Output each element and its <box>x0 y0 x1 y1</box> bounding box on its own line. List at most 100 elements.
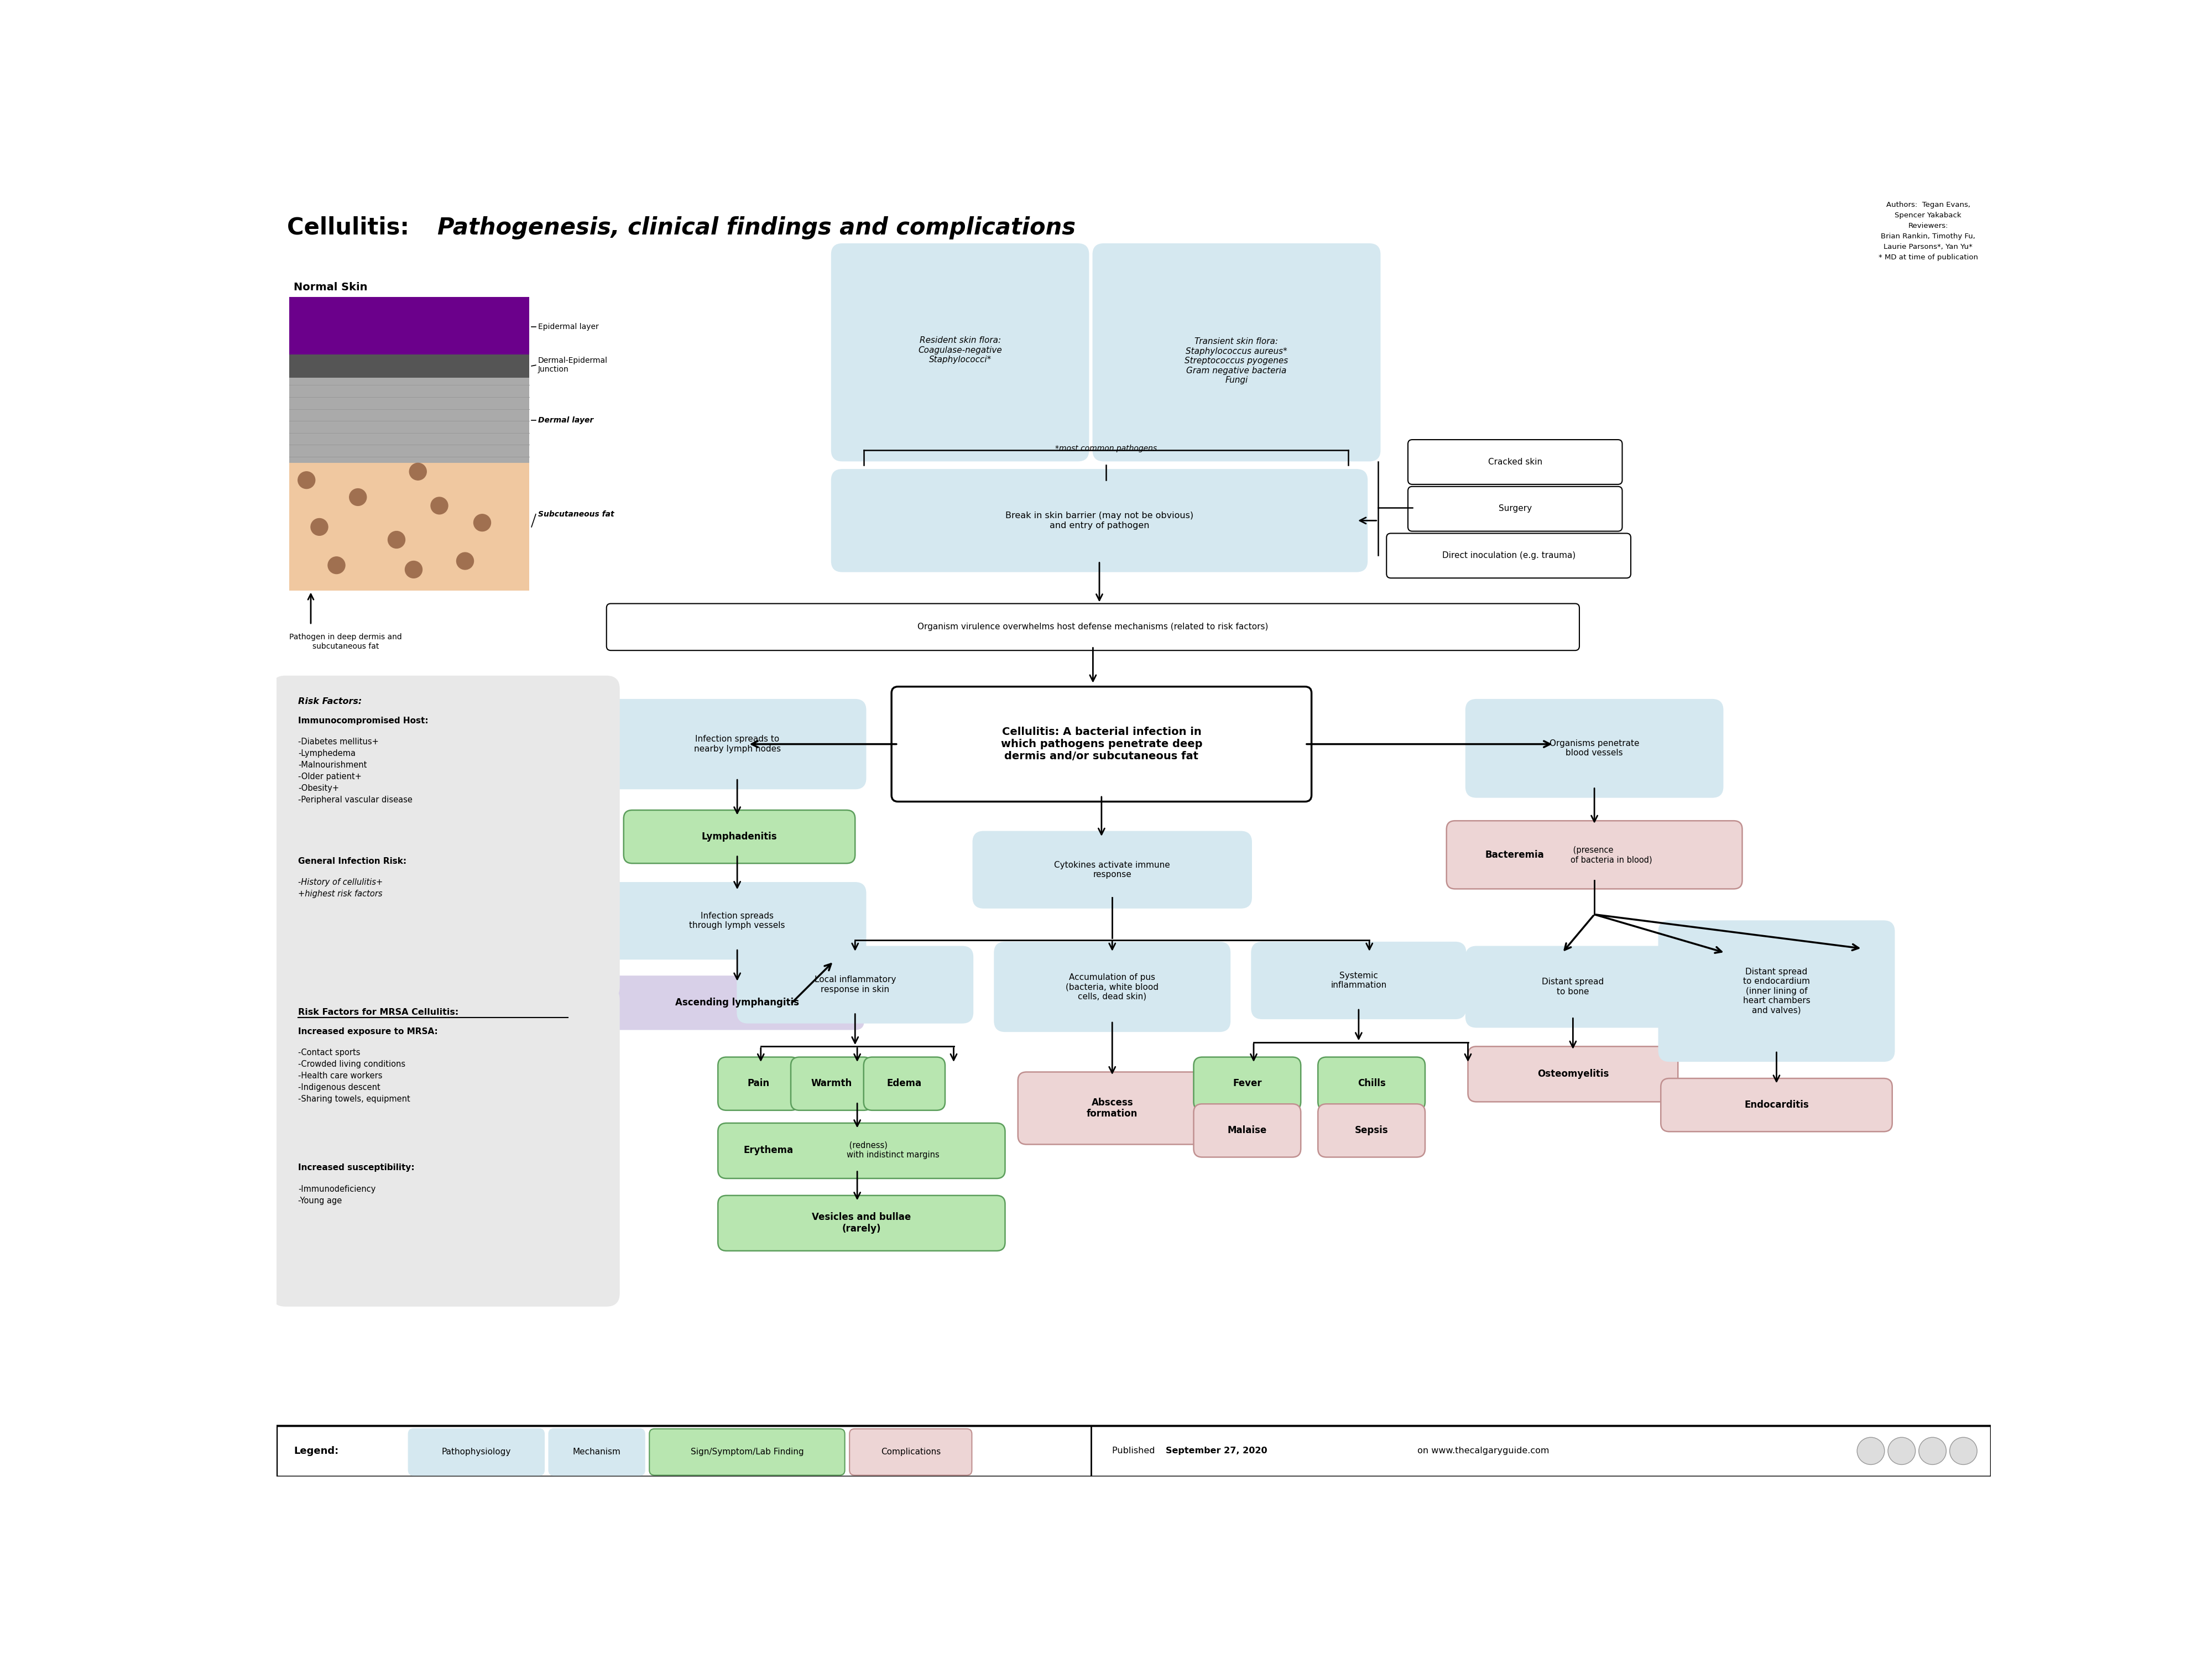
FancyBboxPatch shape <box>995 942 1230 1032</box>
FancyBboxPatch shape <box>1661 1078 1891 1131</box>
Circle shape <box>299 471 314 489</box>
Text: Ascending lymphangitis: Ascending lymphangitis <box>675 997 799 1007</box>
Text: September 27, 2020: September 27, 2020 <box>1166 1447 1267 1455</box>
Circle shape <box>456 552 473 569</box>
Text: Legend:: Legend: <box>294 1447 338 1457</box>
Text: Normal Skin: Normal Skin <box>294 282 367 292</box>
FancyBboxPatch shape <box>650 1428 845 1475</box>
Circle shape <box>1889 1437 1916 1465</box>
Text: Dermal-Epidermal
Junction: Dermal-Epidermal Junction <box>538 357 608 373</box>
Text: Cellulitis:: Cellulitis: <box>288 216 418 239</box>
FancyBboxPatch shape <box>719 1196 1004 1251</box>
Circle shape <box>349 489 367 506</box>
Text: Surgery: Surgery <box>1498 504 1531 513</box>
Text: Pathophysiology: Pathophysiology <box>442 1448 511 1457</box>
FancyBboxPatch shape <box>832 469 1367 572</box>
Text: Transient skin flora:
Staphylococcus aureus*
Streptococcus pyogenes
Gram negativ: Transient skin flora: Staphylococcus aur… <box>1186 337 1287 385</box>
FancyBboxPatch shape <box>737 946 973 1024</box>
Text: Subcutaneous fat: Subcutaneous fat <box>538 511 615 518</box>
Text: Edema: Edema <box>887 1078 922 1088</box>
FancyBboxPatch shape <box>272 987 619 1306</box>
Text: Dermal layer: Dermal layer <box>538 416 593 425</box>
Bar <box>290 355 529 378</box>
Circle shape <box>310 518 327 536</box>
Text: Cracked skin: Cracked skin <box>1489 458 1542 466</box>
FancyBboxPatch shape <box>719 1123 1004 1178</box>
FancyBboxPatch shape <box>1018 1072 1206 1145</box>
Text: $: $ <box>1962 1448 1964 1453</box>
Text: Vesicles and bullae
(rarely): Vesicles and bullae (rarely) <box>812 1213 911 1234</box>
Text: Local inflammatory
response in skin: Local inflammatory response in skin <box>814 975 896 994</box>
Text: Sepsis: Sepsis <box>1354 1125 1389 1135</box>
Text: Organism virulence overwhelms host defense mechanisms (related to risk factors): Organism virulence overwhelms host defen… <box>918 622 1267 630</box>
FancyBboxPatch shape <box>1467 946 1681 1027</box>
FancyBboxPatch shape <box>1659 921 1893 1062</box>
FancyBboxPatch shape <box>832 244 1088 461</box>
Text: cc: cc <box>1867 1448 1874 1453</box>
Text: Direct inoculation (e.g. trauma): Direct inoculation (e.g. trauma) <box>1442 551 1575 559</box>
Circle shape <box>473 514 491 531</box>
Text: Bacteremia: Bacteremia <box>1484 849 1544 859</box>
FancyBboxPatch shape <box>1093 244 1380 461</box>
FancyBboxPatch shape <box>272 675 619 1000</box>
Text: on www.thecalgaryguide.com: on www.thecalgaryguide.com <box>1413 1447 1548 1455</box>
FancyBboxPatch shape <box>624 810 856 863</box>
Text: Sign/Symptom/Lab Finding: Sign/Symptom/Lab Finding <box>690 1448 803 1457</box>
FancyBboxPatch shape <box>1252 942 1467 1019</box>
Text: -Contact sports
-Crowded living conditions
-Health care workers
-Indigenous desc: -Contact sports -Crowded living conditio… <box>299 1048 409 1103</box>
Text: Increased susceptibility:: Increased susceptibility: <box>299 1163 414 1171</box>
Text: *most common pathogens: *most common pathogens <box>1055 445 1157 453</box>
FancyBboxPatch shape <box>549 1428 644 1475</box>
Text: -Diabetes mellitus+
-Lymphedema
-Malnourishment
-Older patient+
-Obesity+
-Perip: -Diabetes mellitus+ -Lymphedema -Malnour… <box>299 738 411 805</box>
Text: =: = <box>1929 1448 1936 1453</box>
Text: Infection spreads
through lymph vessels: Infection spreads through lymph vessels <box>690 912 785 929</box>
Text: Infection spreads to
nearby lymph nodes: Infection spreads to nearby lymph nodes <box>695 735 781 753</box>
Text: Published: Published <box>1113 1447 1157 1455</box>
FancyBboxPatch shape <box>1194 1057 1301 1110</box>
FancyBboxPatch shape <box>1387 533 1630 577</box>
FancyBboxPatch shape <box>792 1057 872 1110</box>
Text: Distant spread
to bone: Distant spread to bone <box>1542 977 1604 995</box>
FancyBboxPatch shape <box>1318 1103 1425 1158</box>
Text: Cellulitis: A bacterial infection in
which pathogens penetrate deep
dermis and/o: Cellulitis: A bacterial infection in whi… <box>1000 727 1203 761</box>
FancyBboxPatch shape <box>973 831 1252 907</box>
Text: Cytokines activate immune
response: Cytokines activate immune response <box>1055 861 1170 879</box>
Text: Epidermal layer: Epidermal layer <box>538 324 599 330</box>
Circle shape <box>1949 1437 1978 1465</box>
FancyBboxPatch shape <box>611 975 863 1029</box>
Circle shape <box>387 531 405 547</box>
FancyBboxPatch shape <box>409 1428 544 1475</box>
Text: Lymphadenitis: Lymphadenitis <box>701 831 776 841</box>
Text: Malaise: Malaise <box>1228 1125 1267 1135</box>
Text: General Infection Risk:: General Infection Risk: <box>299 858 407 866</box>
Text: Complications: Complications <box>880 1448 940 1457</box>
Circle shape <box>1918 1437 1947 1465</box>
Text: Chills: Chills <box>1358 1078 1385 1088</box>
Text: ⊙: ⊙ <box>1900 1448 1905 1453</box>
Circle shape <box>409 463 427 479</box>
FancyBboxPatch shape <box>719 1057 799 1110</box>
Text: Risk Factors for MRSA Cellulitis:: Risk Factors for MRSA Cellulitis: <box>299 1009 458 1017</box>
Circle shape <box>327 557 345 574</box>
Text: Pathogenesis, clinical findings and complications: Pathogenesis, clinical findings and comp… <box>438 216 1075 239</box>
FancyBboxPatch shape <box>1447 821 1743 889</box>
Text: Pathogen in deep dermis and
subcutaneous fat: Pathogen in deep dermis and subcutaneous… <box>290 634 403 650</box>
FancyBboxPatch shape <box>1409 440 1621 484</box>
Bar <box>290 378 529 463</box>
Bar <box>290 463 529 591</box>
Text: Resident skin flora:
Coagulase-negative
Staphylococci*: Resident skin flora: Coagulase-negative … <box>918 337 1002 363</box>
FancyBboxPatch shape <box>863 1057 945 1110</box>
Text: (redness)
with indistinct margins: (redness) with indistinct margins <box>847 1141 940 1160</box>
Text: -Immunodeficiency
-Young age: -Immunodeficiency -Young age <box>299 1185 376 1204</box>
Text: Pain: Pain <box>748 1078 770 1088</box>
FancyBboxPatch shape <box>1469 1047 1679 1102</box>
Text: Immunocompromised Host:: Immunocompromised Host: <box>299 717 429 725</box>
Text: Increased exposure to MRSA:: Increased exposure to MRSA: <box>299 1027 438 1035</box>
Bar <box>290 297 529 357</box>
Text: Endocarditis: Endocarditis <box>1745 1100 1809 1110</box>
FancyBboxPatch shape <box>1409 486 1621 531</box>
FancyBboxPatch shape <box>606 604 1579 650</box>
FancyBboxPatch shape <box>608 700 865 788</box>
Text: Accumulation of pus
(bacteria, white blood
cells, dead skin): Accumulation of pus (bacteria, white blo… <box>1066 974 1159 1000</box>
Text: Abscess
formation: Abscess formation <box>1086 1098 1137 1118</box>
